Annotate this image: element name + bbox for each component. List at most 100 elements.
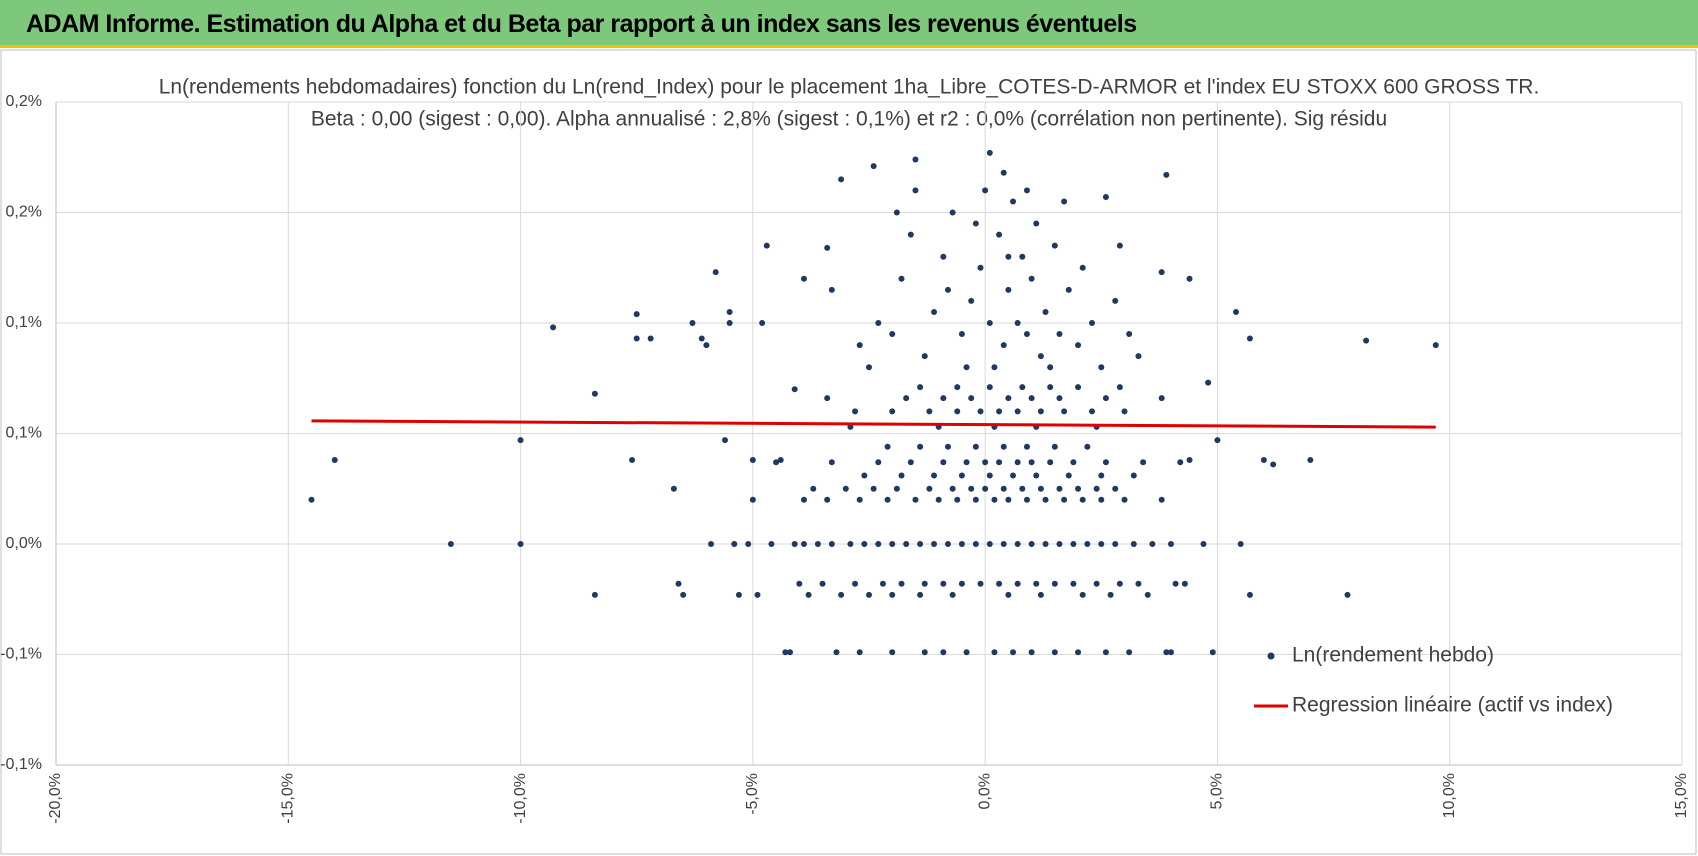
point (1307, 457, 1314, 464)
point (1014, 408, 1021, 415)
point (926, 485, 933, 492)
point (842, 485, 849, 492)
point (875, 320, 882, 326)
point (1023, 443, 1030, 450)
point (647, 335, 654, 342)
point (1075, 342, 1082, 349)
point (1098, 364, 1105, 371)
y-tick-label: 0,1% (6, 314, 42, 331)
point (1102, 194, 1109, 201)
point (731, 541, 738, 547)
x-tick-label: 5,0% (1209, 773, 1226, 809)
point (1209, 649, 1216, 656)
point (633, 311, 640, 318)
point (982, 485, 989, 492)
point (991, 364, 998, 371)
point (921, 580, 928, 587)
legend-label: Ln(rendement hebdo) (1292, 644, 1494, 667)
point (856, 649, 863, 656)
point (1005, 253, 1012, 260)
point (986, 541, 993, 547)
point (889, 591, 896, 598)
point (1070, 580, 1077, 587)
x-tick-label: 15,0% (1673, 773, 1690, 818)
point (745, 541, 752, 547)
point (1121, 496, 1128, 503)
chart-subtitle: Beta : 0,00 (sigest : 0,00). Alpha annua… (311, 108, 1387, 131)
point (889, 331, 896, 338)
point (591, 390, 598, 397)
point (1005, 496, 1012, 503)
point (986, 320, 993, 326)
point (1177, 459, 1184, 466)
point (308, 496, 315, 503)
point (810, 485, 817, 492)
point (1061, 408, 1068, 415)
y-tick-label: 0,2% (6, 204, 42, 221)
point (1214, 437, 1221, 444)
point (1130, 472, 1137, 479)
point (1014, 459, 1021, 466)
point (972, 496, 979, 503)
point (1042, 541, 1049, 547)
point (893, 485, 900, 492)
point (1246, 591, 1253, 598)
point (670, 485, 677, 492)
point (1037, 408, 1044, 415)
point (879, 580, 886, 587)
point (1135, 353, 1142, 360)
point (633, 335, 640, 342)
point (1116, 242, 1123, 249)
point (735, 591, 742, 598)
point (977, 580, 984, 587)
point (940, 459, 947, 466)
point (1270, 461, 1277, 468)
y-tick-label: 0,0% (6, 535, 42, 552)
point (884, 443, 891, 450)
point (1098, 541, 1105, 547)
point (958, 331, 965, 338)
point (1126, 331, 1133, 338)
point (949, 485, 956, 492)
point (773, 459, 780, 466)
point (1093, 485, 1100, 492)
point (1163, 171, 1170, 178)
point (921, 649, 928, 656)
point (517, 541, 524, 547)
point (824, 244, 831, 251)
point (1014, 320, 1021, 326)
point (1000, 342, 1007, 349)
point (1158, 269, 1165, 276)
point (726, 308, 733, 315)
point (889, 649, 896, 656)
point (1010, 649, 1017, 656)
point (838, 591, 845, 598)
point (675, 580, 682, 587)
point (875, 541, 882, 547)
point (828, 459, 835, 466)
point (917, 384, 924, 391)
point (917, 591, 924, 598)
legend-label: Regression linéaire (actif vs index) (1292, 694, 1613, 717)
point (931, 472, 938, 479)
point (1116, 580, 1123, 587)
point (447, 541, 454, 547)
point (1102, 395, 1109, 402)
point (1079, 591, 1086, 598)
point (838, 176, 845, 183)
point (1149, 541, 1156, 547)
point (1005, 395, 1012, 402)
point (889, 408, 896, 415)
point (1051, 580, 1058, 587)
point (819, 580, 826, 587)
point (782, 649, 789, 656)
point (940, 649, 947, 656)
point (1028, 649, 1035, 656)
point (1047, 459, 1054, 466)
point (805, 591, 812, 598)
point (1088, 408, 1095, 415)
point (1037, 591, 1044, 598)
point (1126, 649, 1133, 656)
point (898, 580, 905, 587)
point (958, 580, 965, 587)
